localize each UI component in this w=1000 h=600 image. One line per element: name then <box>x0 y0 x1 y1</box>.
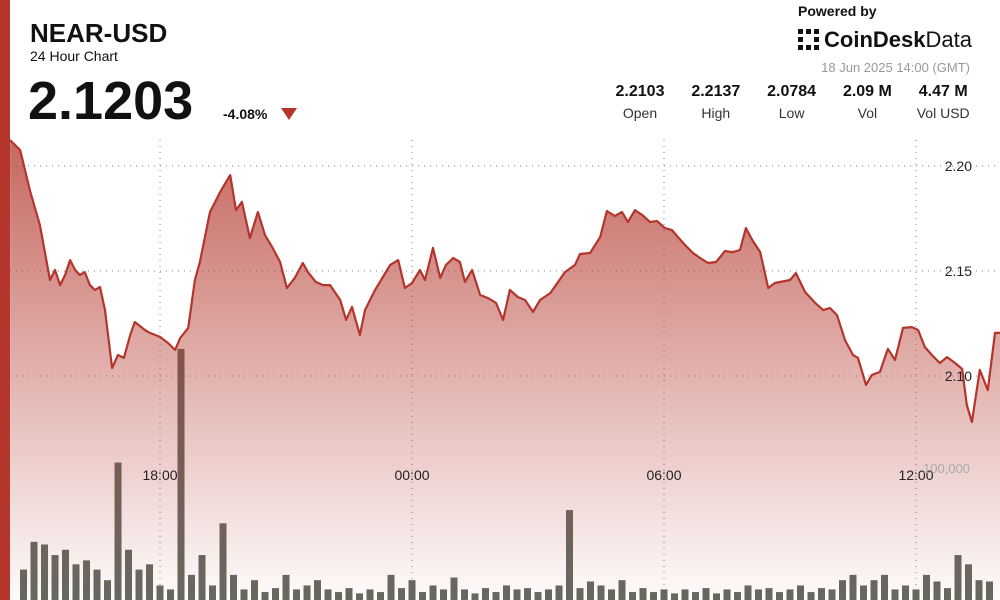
y-tick-label: 2.20 <box>945 158 972 174</box>
timestamp: 18 Jun 2025 14:00 (GMT) <box>821 60 970 75</box>
stat-value: 2.09 M <box>843 83 892 100</box>
price-area <box>10 140 1000 600</box>
y-tick-label: 2.15 <box>945 263 972 279</box>
change: -4.08% <box>223 106 268 122</box>
x-tick-label: 18:00 <box>142 467 177 483</box>
stat-label: High <box>701 105 730 121</box>
stat-value: 2.2103 <box>616 83 665 100</box>
x-tick-label: 00:00 <box>394 467 429 483</box>
stats: 2.2103 Open 2.2137 High 2.0784 Low 2.09 M Vol 4.… <box>616 83 970 121</box>
powered-by: Powered by <box>798 3 877 19</box>
brand-name: CoinDesk <box>824 27 926 52</box>
price-line <box>9 139 1000 424</box>
header: NEAR-USD 24 Hour Chart 2.1203 -4.08% Pow… <box>28 3 973 131</box>
stat-value: 4.47 M <box>919 83 968 100</box>
stat-label: Vol USD <box>917 105 970 121</box>
stat-label: Vol <box>858 105 877 121</box>
subtitle: 24 Hour Chart <box>30 48 118 64</box>
stat-label: Low <box>779 105 806 121</box>
edge-bar <box>0 0 10 600</box>
logo-icon <box>798 29 819 50</box>
price: 2.1203 <box>28 71 193 131</box>
stat-value: 2.0784 <box>767 83 816 100</box>
stat-label: Open <box>623 105 657 121</box>
x-tick-label: 06:00 <box>646 467 681 483</box>
y-tick-label: 2.10 <box>945 368 972 384</box>
brand: CoinDeskData <box>824 27 973 52</box>
symbol: NEAR-USD <box>30 18 167 48</box>
down-arrow <box>281 108 297 120</box>
y2-tick-label: 100,000 <box>923 461 970 476</box>
x-tick-label: 12:00 <box>898 467 933 483</box>
brand-suffix: Data <box>925 27 972 52</box>
stat-value: 2.2137 <box>691 83 740 100</box>
